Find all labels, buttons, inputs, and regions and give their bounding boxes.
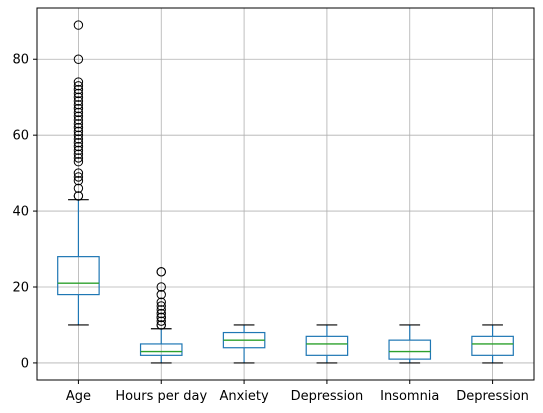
outlier-point: [156, 301, 166, 311]
outlier-point: [156, 289, 166, 300]
outlier-point: [156, 305, 166, 315]
outlier-point: [73, 111, 84, 121]
box-depression: [305, 324, 349, 364]
outlier-point: [73, 176, 84, 186]
outlier-point: [73, 122, 84, 133]
outlier-point: [73, 119, 84, 129]
outlier-point: [73, 81, 84, 91]
x-tick-label: Hours per day: [115, 389, 207, 404]
outlier-point: [73, 191, 84, 201]
x-tick-label: Insomnia: [380, 389, 439, 404]
iqr-box: [57, 256, 100, 296]
box-depression: [471, 324, 514, 364]
y-tick-label: 20: [12, 281, 29, 296]
outlier-point: [156, 316, 166, 326]
box-age: [57, 20, 100, 326]
outlier-point: [73, 153, 84, 163]
outlier-point: [73, 138, 84, 148]
outlier-point: [73, 96, 84, 106]
outlier-point: [73, 168, 84, 178]
y-tick-label: 80: [12, 53, 29, 68]
outlier-point: [156, 282, 166, 292]
outlier-point: [156, 297, 166, 307]
grid-lines: [37, 8, 534, 380]
outlier-point: [73, 145, 84, 156]
x-tick-label: Age: [66, 389, 91, 404]
outlier-point: [73, 172, 84, 182]
outlier-point: [156, 320, 166, 330]
y-tick-label: 40: [12, 205, 29, 220]
iqr-box: [388, 339, 432, 360]
outlier-point: [73, 54, 84, 64]
box-plots: [57, 20, 514, 364]
outlier-point: [73, 107, 84, 118]
box-hours-per-day: [139, 267, 183, 364]
outlier-point: [73, 103, 84, 114]
iqr-box: [471, 335, 514, 356]
iqr-box: [305, 335, 349, 356]
outlier-point: [73, 130, 84, 140]
outlier-point: [73, 88, 84, 99]
outlier-point: [73, 141, 84, 152]
outlier-point: [73, 100, 84, 110]
x-tick-label: Depression: [456, 389, 529, 404]
outlier-point: [73, 183, 84, 194]
outlier-point: [156, 312, 166, 323]
x-tick-label: Depression: [291, 389, 364, 404]
x-tick-label: Anxiety: [219, 389, 269, 404]
outlier-point: [73, 126, 84, 137]
outlier-point: [73, 115, 84, 125]
outlier-point: [156, 267, 166, 277]
outlier-point: [73, 77, 84, 87]
iqr-box: [139, 343, 183, 356]
plot-frame: [36, 7, 535, 381]
y-tick-label: 60: [12, 129, 29, 144]
outlier-point: [73, 149, 84, 159]
x-axis: Age Hours per day Anxiety Depression Insomni…: [66, 380, 529, 404]
outlier-point: [73, 134, 84, 144]
box-anxiety: [222, 324, 266, 364]
outlier-point: [73, 20, 84, 30]
outlier-point: [73, 84, 84, 95]
y-axis: 0 20 40 60 80: [12, 53, 37, 371]
box-insomnia: [388, 324, 432, 364]
outlier-point: [156, 308, 166, 319]
y-tick-label: 0: [21, 356, 29, 371]
outlier-point: [73, 92, 84, 102]
outlier-point: [73, 157, 84, 167]
